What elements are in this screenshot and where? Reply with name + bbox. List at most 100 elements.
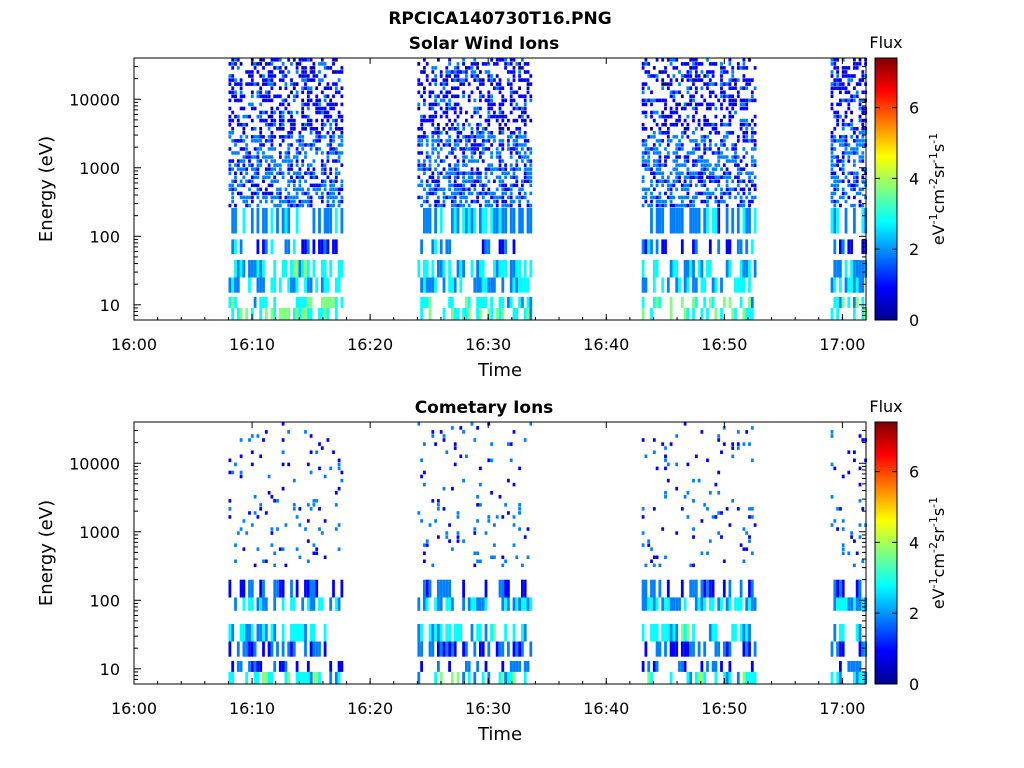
flux-cell	[523, 260, 527, 278]
flux-cell	[487, 191, 491, 196]
flux-cell	[750, 239, 754, 255]
flux-cell	[470, 135, 474, 139]
flux-cell	[448, 661, 451, 672]
flux-cell	[847, 470, 851, 475]
flux-cell	[697, 179, 701, 183]
flux-cell	[439, 90, 443, 95]
flux-cell	[276, 187, 279, 192]
flux-cell	[273, 94, 277, 99]
flux-cell	[431, 90, 435, 95]
flux-cell	[326, 110, 330, 115]
flux-cell	[529, 171, 533, 175]
flux-cell	[448, 102, 451, 107]
flux-cell	[521, 641, 524, 657]
flux-cell	[664, 199, 667, 204]
flux-cell	[315, 187, 319, 192]
flux-cell	[720, 90, 723, 95]
flux-cell	[847, 90, 851, 95]
flux-cell	[711, 297, 715, 308]
flux-cell	[479, 624, 482, 642]
flux-cell	[315, 547, 319, 551]
flux-cell	[490, 94, 493, 99]
flux-cell	[686, 191, 690, 196]
flux-cell	[523, 94, 527, 99]
flux-cell	[736, 207, 740, 234]
flux-cell	[473, 527, 477, 531]
flux-cell	[490, 555, 493, 559]
flux-cell	[281, 199, 285, 204]
flux-cell	[720, 535, 723, 539]
flux-cell	[855, 127, 859, 131]
flux-cell	[262, 207, 265, 234]
flux-cell	[420, 641, 423, 657]
flux-cell	[445, 102, 449, 107]
flux-cell	[264, 175, 268, 179]
flux-cell	[284, 207, 288, 234]
flux-cell	[250, 127, 254, 131]
flux-cell	[750, 195, 754, 200]
flux-cell	[267, 62, 271, 66]
flux-cell	[720, 155, 723, 159]
flux-cell	[841, 127, 845, 131]
flux-cell	[231, 470, 235, 475]
flux-cell	[287, 131, 291, 135]
flux-cell	[473, 58, 477, 62]
flux-cell	[692, 641, 695, 657]
flux-cell	[270, 641, 274, 657]
flux-cell	[498, 195, 502, 200]
flux-cell	[745, 597, 749, 611]
flux-cell	[259, 507, 263, 511]
flux-cell	[301, 98, 305, 103]
flux-cell	[692, 207, 695, 234]
flux-cell	[290, 199, 293, 204]
flux-cell	[703, 147, 707, 151]
flux-cell	[434, 183, 437, 188]
flux-cell	[439, 147, 443, 151]
flux-cell	[490, 277, 493, 293]
flux-cell	[518, 167, 521, 171]
flux-cell	[504, 114, 507, 119]
flux-cell	[655, 74, 659, 78]
flux-cell	[647, 167, 651, 171]
flux-cell	[734, 597, 737, 611]
flux-cell	[739, 239, 743, 255]
flux-cell	[459, 139, 463, 143]
flux-cell	[490, 442, 493, 446]
flux-cell	[753, 86, 757, 90]
flux-cell	[678, 175, 681, 179]
flux-cell	[658, 163, 662, 167]
flux-cell	[736, 430, 740, 434]
flux-cell	[850, 74, 853, 78]
flux-cell	[689, 260, 693, 278]
flux-cell	[694, 277, 698, 293]
flux-cell	[664, 159, 667, 163]
flux-cell	[428, 175, 432, 179]
flux-cell	[708, 82, 712, 86]
flux-cell	[523, 579, 527, 598]
flux-cell	[451, 426, 454, 430]
flux-cell	[306, 171, 310, 175]
flux-cell	[304, 78, 307, 82]
flux-cell	[470, 422, 474, 426]
flux-cell	[706, 86, 709, 90]
flux-cell	[465, 199, 468, 204]
flux-cell	[507, 671, 510, 684]
flux-cell	[437, 195, 440, 200]
flux-cell	[456, 74, 460, 78]
flux-cell	[315, 175, 319, 179]
flux-cell	[720, 450, 723, 454]
flux-cell	[833, 199, 837, 204]
flux-cell	[259, 297, 263, 308]
flux-cell	[487, 519, 491, 523]
flux-cell	[309, 183, 313, 188]
flux-cell	[301, 307, 305, 320]
flux-cell	[526, 307, 530, 320]
flux-cell	[439, 207, 443, 234]
flux-cell	[309, 203, 313, 208]
flux-cell	[340, 470, 344, 475]
flux-cell	[853, 147, 856, 151]
flux-cell	[745, 624, 749, 642]
flux-cell	[734, 159, 737, 163]
flux-cell	[847, 297, 851, 308]
flux-cell	[462, 195, 465, 200]
